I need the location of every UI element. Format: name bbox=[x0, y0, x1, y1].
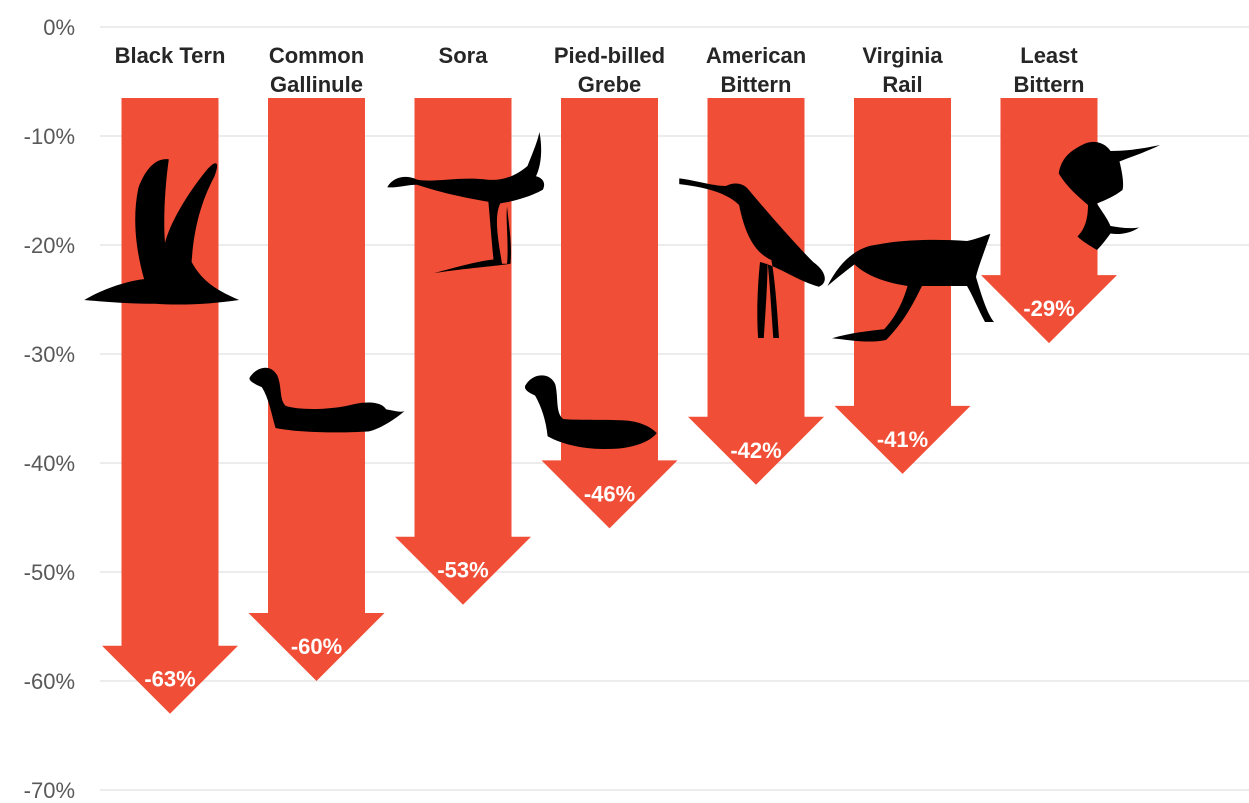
category-label: Rail bbox=[882, 72, 922, 97]
tern-flying-icon bbox=[84, 159, 240, 305]
data-label: -41% bbox=[877, 427, 928, 452]
y-tick-label: -70% bbox=[24, 778, 75, 798]
bar-arrowhead bbox=[688, 416, 824, 485]
y-tick-label: -10% bbox=[24, 124, 75, 149]
bar-shaft bbox=[561, 98, 658, 462]
data-label: -63% bbox=[144, 667, 195, 692]
data-label: -29% bbox=[1023, 296, 1074, 321]
y-tick-label: -50% bbox=[24, 560, 75, 585]
category-label: American bbox=[706, 43, 806, 68]
category-labels: Black Tern Common Gallinule Sora Pied-billed… bbox=[115, 43, 1085, 97]
bars bbox=[102, 98, 1117, 714]
category-label: Sora bbox=[439, 43, 489, 68]
data-labels: -63% -60% -53% -46% -42% -41% -29% bbox=[144, 296, 1074, 692]
bar-arrowhead bbox=[395, 536, 531, 605]
data-label: -53% bbox=[437, 558, 488, 583]
category-label: Virginia bbox=[862, 43, 943, 68]
bar-arrowhead bbox=[248, 613, 385, 681]
y-tick-label: 0% bbox=[43, 15, 75, 40]
data-label: -60% bbox=[291, 634, 342, 659]
bar-arrowhead bbox=[541, 460, 678, 529]
y-axis-tick-labels: 0% -10% -20% -30% -40% -50% -60% -70% bbox=[24, 15, 75, 803]
y-tick-label: -30% bbox=[24, 342, 75, 367]
data-label: -42% bbox=[730, 438, 781, 463]
data-label: -46% bbox=[584, 481, 635, 506]
bar-arrowhead bbox=[102, 645, 238, 714]
bar-arrowhead bbox=[981, 275, 1117, 344]
category-label: Pied-billed bbox=[554, 43, 665, 68]
gallinule-swimming-icon bbox=[249, 367, 405, 433]
category-label: Least bbox=[1020, 43, 1078, 68]
bittern-standing-icon bbox=[679, 178, 825, 338]
bar-shaft bbox=[414, 98, 512, 538]
category-label: Common bbox=[269, 43, 364, 68]
category-label: Bittern bbox=[1014, 72, 1085, 97]
y-tick-label: -20% bbox=[24, 233, 75, 258]
bar-arrowhead bbox=[834, 405, 971, 474]
category-label: Black Tern bbox=[115, 43, 226, 68]
bird-silhouettes bbox=[84, 132, 1160, 450]
bar-shaft bbox=[268, 98, 365, 614]
y-tick-label: -40% bbox=[24, 451, 75, 476]
least-bittern-perched-icon bbox=[1058, 141, 1160, 250]
category-label: Bittern bbox=[721, 72, 792, 97]
rail-walking-icon bbox=[827, 233, 994, 342]
category-label: Grebe bbox=[578, 72, 642, 97]
grebe-swimming-icon bbox=[524, 375, 657, 450]
category-label: Gallinule bbox=[270, 72, 363, 97]
y-tick-label: -60% bbox=[24, 669, 75, 694]
